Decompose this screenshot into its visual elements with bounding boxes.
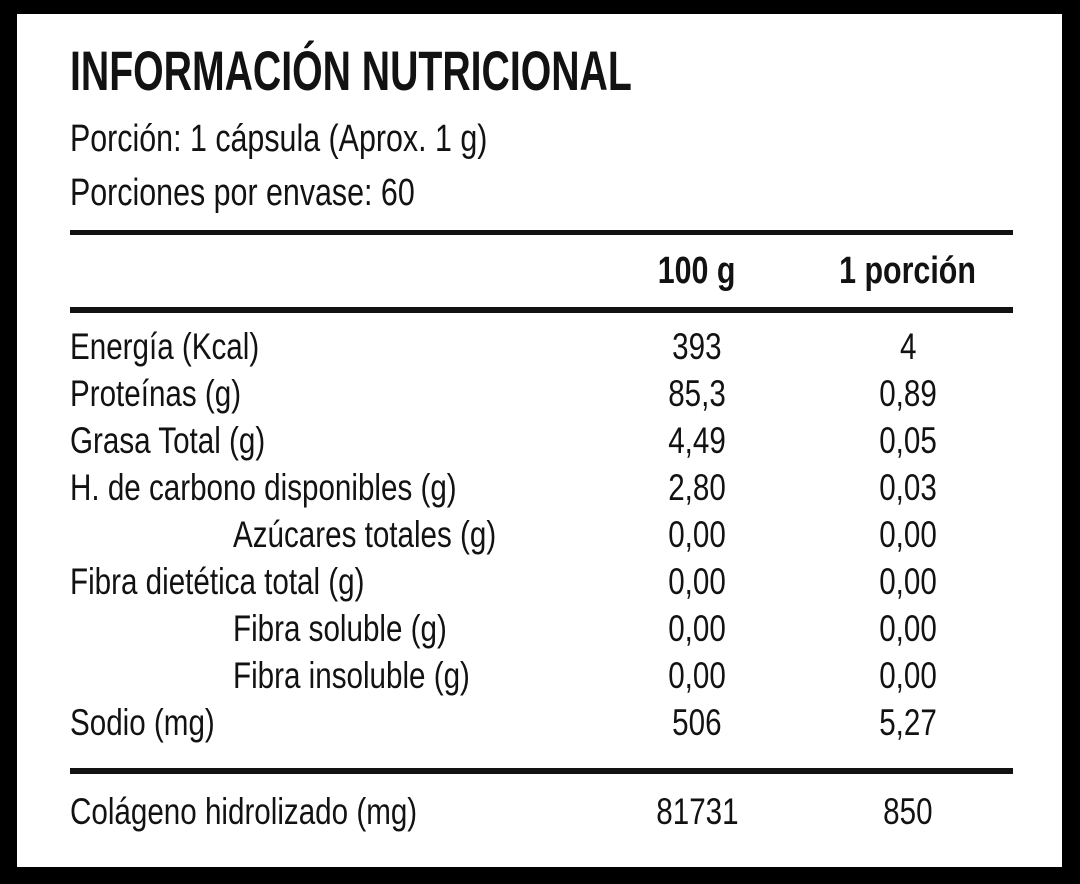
row-label: Fibra dietética total (g) xyxy=(70,560,365,602)
row-value-per-100g: 0,00 xyxy=(668,654,726,696)
row-label: Energía (Kcal) xyxy=(70,325,260,367)
table-row: Grasa Total (g) 4,49 0,05 xyxy=(70,417,1013,464)
row-value-per-100g: 0,00 xyxy=(668,513,726,555)
row-value-per-100g: 2,80 xyxy=(668,466,726,508)
row-value-per-portion: 5,27 xyxy=(879,701,937,743)
row-value-per-100g: 85,3 xyxy=(668,372,726,414)
row-value-per-portion: 0,00 xyxy=(879,513,937,555)
table-row: Fibra insoluble (g) 0,00 0,00 xyxy=(70,652,1013,699)
nutrition-label-panel: INFORMACIÓN NUTRICIONAL Porción: 1 cápsu… xyxy=(17,14,1062,867)
row-label: Proteínas (g) xyxy=(70,372,242,414)
table-header-row: 100 g 1 porción xyxy=(70,235,1013,307)
footer-row-value-per-100g: 81731 xyxy=(655,791,739,832)
column-header-per-100g: 100 g xyxy=(658,249,736,292)
servings-line: Porciones por envase: 60 xyxy=(70,172,501,215)
table-row: Azúcares totales (g) 0,00 0,00 xyxy=(70,511,1013,558)
table-footer-row: Colágeno hidrolizado (mg) 81731 850 xyxy=(70,774,1013,850)
table-row: H. de carbono disponibles (g) 2,80 0,03 xyxy=(70,464,1013,511)
footer-row-label: Colágeno hidrolizado (mg) xyxy=(70,791,418,832)
row-label: Azúcares totales (g) xyxy=(233,513,497,555)
servings-line-text: Porciones por envase: 60 xyxy=(70,172,415,214)
row-label: Fibra soluble (g) xyxy=(233,607,447,649)
divider-top xyxy=(70,230,1013,235)
row-label: H. de carbono disponibles (g) xyxy=(70,466,457,508)
row-value-per-portion: 0,00 xyxy=(879,560,937,602)
row-value-per-100g: 506 xyxy=(672,701,722,743)
page-title-text: INFORMACIÓN NUTRICIONAL xyxy=(70,39,632,102)
row-value-per-100g: 0,00 xyxy=(668,560,726,602)
table-row: Fibra dietética total (g) 0,00 0,00 xyxy=(70,558,1013,605)
page-title: INFORMACIÓN NUTRICIONAL xyxy=(70,38,873,103)
row-value-per-portion: 0,00 xyxy=(879,654,937,696)
footer-row-value-per-portion: 850 xyxy=(883,791,933,832)
divider-footer xyxy=(70,768,1013,774)
row-value-per-100g: 4,49 xyxy=(668,419,726,461)
portion-line: Porción: 1 cápsula (Aprox. 1 g) xyxy=(70,118,592,161)
row-label: Grasa Total (g) xyxy=(70,419,266,461)
table-body: Energía (Kcal) 393 4 Proteínas (g) 85,3 … xyxy=(70,313,1013,746)
table-row: Proteínas (g) 85,3 0,89 xyxy=(70,370,1013,417)
table-row: Fibra soluble (g) 0,00 0,00 xyxy=(70,605,1013,652)
row-value-per-100g: 0,00 xyxy=(668,607,726,649)
row-value-per-portion: 0,05 xyxy=(879,419,937,461)
column-header-per-portion: 1 porción xyxy=(839,249,977,292)
row-value-per-portion: 0,03 xyxy=(879,466,937,508)
row-value-per-portion: 0,00 xyxy=(879,607,937,649)
row-label: Fibra insoluble (g) xyxy=(233,654,470,696)
table-row: Sodio (mg) 506 5,27 xyxy=(70,699,1013,746)
divider-header xyxy=(70,307,1013,313)
portion-line-text: Porción: 1 cápsula (Aprox. 1 g) xyxy=(70,118,488,160)
row-value-per-portion: 0,89 xyxy=(879,372,937,414)
row-label: Sodio (mg) xyxy=(70,701,215,743)
row-value-per-portion: 4 xyxy=(899,325,917,367)
table-row: Energía (Kcal) 393 4 xyxy=(70,323,1013,370)
row-value-per-100g: 393 xyxy=(672,325,722,367)
